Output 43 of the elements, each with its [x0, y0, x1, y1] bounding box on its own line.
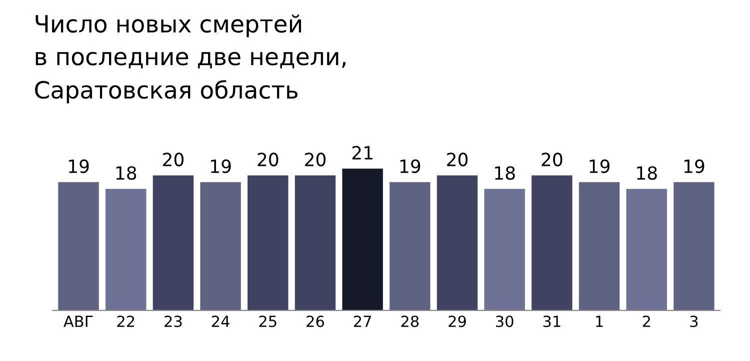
- bar: [626, 188, 667, 310]
- x-tick-label: 22: [117, 316, 134, 327]
- x-tick-label: АВГ: [64, 316, 93, 327]
- bar: [390, 182, 430, 310]
- x-tick-label: 26: [306, 316, 324, 328]
- x-tick-label: 28: [401, 316, 419, 328]
- x-tick-label: 23: [164, 316, 182, 328]
- data-label: 20: [447, 152, 468, 166]
- x-tick-label: 25: [259, 316, 276, 328]
- data-label: 19: [400, 159, 420, 174]
- data-label: 19: [69, 159, 89, 174]
- bar: [674, 182, 714, 310]
- bar: [436, 175, 478, 310]
- bar: [248, 175, 288, 310]
- x-tick-label: 2: [642, 316, 650, 327]
- data-label: 21: [352, 146, 372, 160]
- data-label: 18: [495, 166, 515, 180]
- bar: [578, 182, 620, 310]
- bar: [200, 182, 241, 310]
- x-tick-label: 30: [496, 316, 514, 328]
- x-tick-label: 31: [543, 316, 560, 328]
- x-tick-label: 1: [596, 316, 603, 327]
- data-label: 20: [542, 152, 562, 166]
- data-label: 19: [590, 159, 610, 174]
- bar: [152, 175, 194, 310]
- bar: [294, 175, 336, 310]
- chart-title: Число новых смертей в последние две недели, Саратовская область: [35, 14, 346, 104]
- data-label: 18: [116, 166, 136, 180]
- bar: [484, 188, 525, 310]
- data-label: 19: [684, 159, 704, 174]
- data-label: 20: [305, 152, 326, 166]
- data-label: 20: [163, 152, 184, 166]
- bar: [532, 175, 572, 310]
- data-label: 19: [211, 159, 231, 174]
- x-tick-label: 29: [448, 316, 466, 328]
- data-label: 18: [637, 166, 657, 180]
- bar: [106, 188, 146, 310]
- bar: [58, 182, 99, 310]
- data-label: 20: [258, 152, 278, 166]
- x-tick-label: 3: [690, 316, 698, 328]
- bar: [342, 168, 383, 310]
- x-tick-label: 27: [354, 316, 371, 327]
- x-tick-label: 24: [212, 316, 230, 327]
